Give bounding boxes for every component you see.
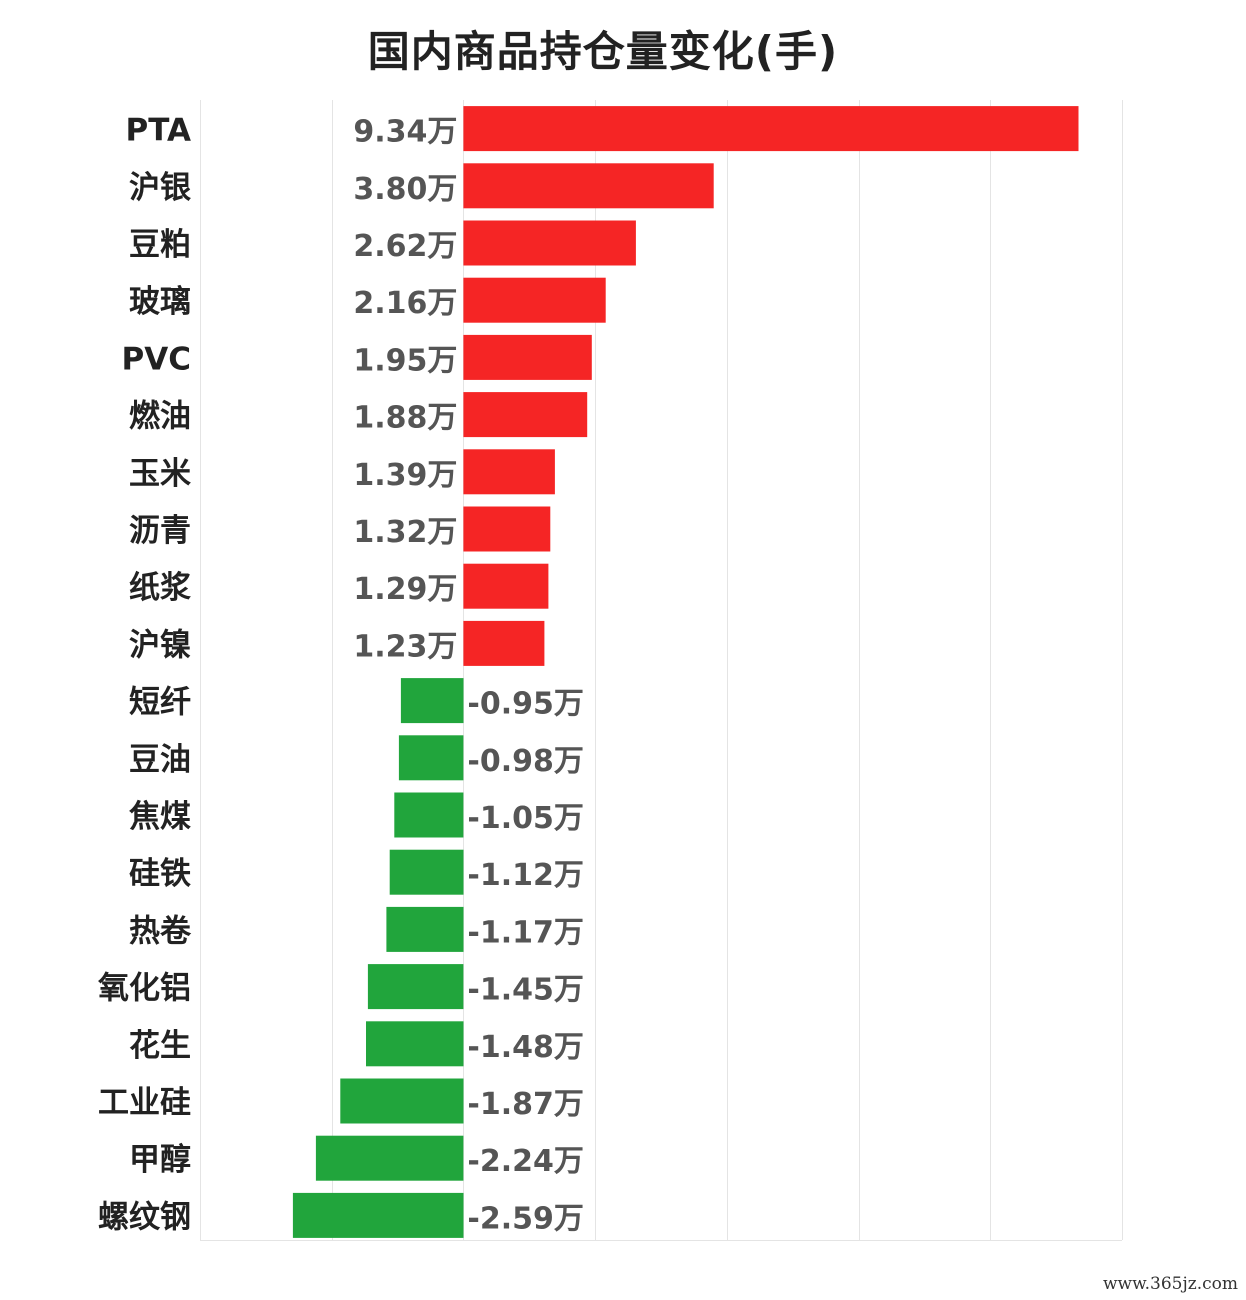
data-label: 3.80万 — [353, 172, 457, 207]
chart-title: 国内商品持仓量变化(手) — [367, 27, 839, 76]
category-label: 沥青 — [129, 513, 191, 549]
data-label: 1.95万 — [353, 343, 457, 378]
bar — [463, 506, 551, 552]
bar — [386, 906, 464, 952]
category-label: 短纤 — [129, 685, 191, 721]
category-label: 焦煤 — [129, 799, 191, 835]
category-label: 玉米 — [129, 456, 191, 492]
bar — [340, 1078, 464, 1124]
category-label: 热卷 — [129, 913, 192, 949]
bar — [366, 1021, 464, 1067]
bar — [315, 1135, 464, 1181]
bar — [400, 678, 464, 724]
data-label: -1.17万 — [467, 915, 583, 950]
category-label: 螺纹钢 — [98, 1199, 191, 1235]
data-label: 9.34万 — [353, 115, 457, 150]
category-label: 工业硅 — [98, 1085, 191, 1121]
category-label: 甲醇 — [129, 1142, 191, 1178]
bar — [389, 849, 464, 895]
category-label: 氧化铝 — [98, 971, 191, 1007]
category-label: 豆油 — [129, 742, 191, 778]
category-label: 豆粕 — [129, 227, 191, 263]
data-label: 1.32万 — [353, 515, 457, 550]
bar — [463, 449, 555, 495]
data-label: 1.88万 — [353, 401, 457, 436]
category-label: 沪银 — [129, 170, 191, 206]
bar — [398, 735, 464, 781]
category-label: 纸浆 — [129, 570, 191, 606]
bar — [367, 964, 464, 1010]
category-label: 玻璃 — [129, 284, 191, 320]
category-label: PTA — [126, 113, 191, 149]
bar — [463, 392, 588, 438]
data-label: -1.87万 — [467, 1087, 583, 1122]
watermark: www.365jz.com — [1103, 1274, 1238, 1294]
bar — [463, 620, 545, 666]
data-label: 1.29万 — [353, 572, 457, 607]
data-label: -0.98万 — [467, 744, 583, 779]
bar — [292, 1192, 464, 1238]
category-label: 硅铁 — [129, 856, 191, 892]
category-label: PVC — [122, 341, 191, 377]
category-label: 燃油 — [129, 399, 191, 435]
data-label: -1.12万 — [467, 858, 583, 893]
data-label: -2.59万 — [467, 1201, 583, 1236]
data-label: -2.24万 — [467, 1144, 583, 1179]
bar — [463, 277, 606, 323]
category-label: 花生 — [129, 1028, 191, 1064]
data-label: -1.05万 — [467, 801, 583, 836]
bar — [463, 106, 1079, 152]
data-label: -1.45万 — [467, 973, 583, 1008]
data-label: -1.48万 — [467, 1030, 583, 1065]
bar — [394, 792, 464, 838]
category-label: 沪镍 — [129, 627, 191, 663]
bar — [463, 563, 549, 609]
bar — [463, 163, 714, 209]
data-label: 2.62万 — [353, 229, 457, 264]
bar — [463, 334, 592, 380]
data-label: 2.16万 — [353, 286, 457, 321]
data-label: -0.95万 — [467, 687, 583, 722]
data-label: 1.23万 — [353, 629, 457, 664]
bar — [463, 220, 636, 266]
data-label: 1.39万 — [353, 458, 457, 493]
